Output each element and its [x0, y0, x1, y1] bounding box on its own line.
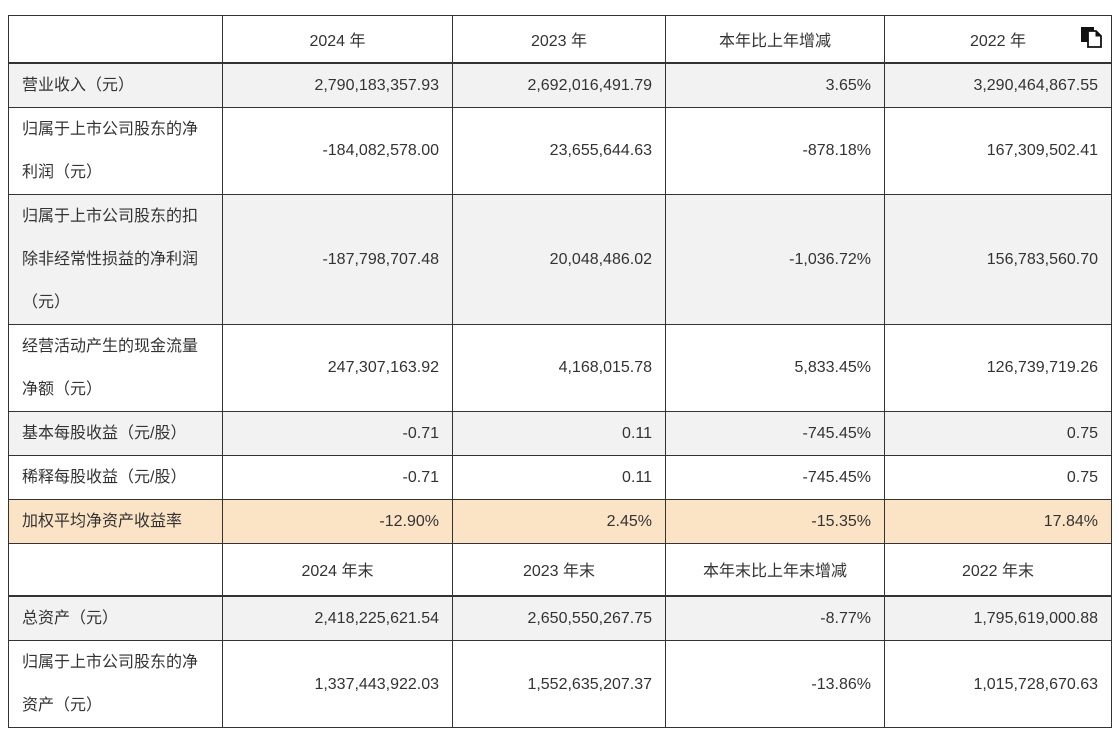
- value-change: -15.35%: [665, 498, 885, 544]
- row-label: 加权平均净资产收益率: [8, 498, 223, 544]
- value-2022: 0.75: [884, 454, 1112, 500]
- value-change: -878.18%: [665, 106, 885, 195]
- value-2022: 3,290,464,867.55: [884, 62, 1112, 108]
- value-2023: 23,655,644.63: [452, 106, 666, 195]
- header-blank-cell: [8, 15, 223, 64]
- value-change: -8.77%: [665, 595, 885, 641]
- value-2024: -184,082,578.00: [222, 106, 453, 195]
- row-label: 归属于上市公司股东的扣除非经常性损益的净利润（元）: [8, 193, 223, 325]
- row-operating-revenue: 营业收入（元） 2,790,183,357.93 2,692,016,491.7…: [8, 62, 1112, 108]
- row-label: 归属于上市公司股东的净资产（元）: [8, 640, 223, 728]
- header-2024: 2024 年: [222, 15, 453, 64]
- header-2022: 2022 年: [884, 15, 1112, 64]
- value-2022: 167,309,502.41: [884, 106, 1112, 195]
- header-2024-eoy: 2024 年末: [222, 542, 453, 597]
- row-label: 营业收入（元）: [8, 62, 223, 108]
- row-label: 经营活动产生的现金流量净额（元）: [8, 323, 223, 412]
- row-diluted-eps: 稀释每股收益（元/股） -0.71 0.11 -745.45% 0.75: [8, 454, 1112, 500]
- value-2023: 4,168,015.78: [452, 323, 666, 412]
- value-2022: 156,783,560.70: [884, 193, 1112, 325]
- row-basic-eps: 基本每股收益（元/股） -0.71 0.11 -745.45% 0.75: [8, 410, 1112, 456]
- row-net-assets: 归属于上市公司股东的净资产（元） 1,337,443,922.03 1,552,…: [8, 640, 1112, 728]
- value-change: -1,036.72%: [665, 193, 885, 325]
- value-2024: 1,337,443,922.03: [222, 640, 453, 728]
- value-2023: 2,650,550,267.75: [452, 595, 666, 641]
- copy-icon[interactable]: [1079, 25, 1103, 49]
- value-2024: -12.90%: [222, 498, 453, 544]
- value-2023: 1,552,635,207.37: [452, 640, 666, 728]
- annual-header-row: 2024 年 2023 年 本年比上年增减 2022 年: [8, 15, 1112, 64]
- header-blank-cell: [8, 542, 223, 597]
- value-2022: 0.75: [884, 410, 1112, 456]
- row-total-assets: 总资产（元） 2,418,225,621.54 2,650,550,267.75…: [8, 595, 1112, 641]
- row-label: 归属于上市公司股东的净利润（元）: [8, 106, 223, 195]
- value-change: 5,833.45%: [665, 323, 885, 412]
- header-2023-eoy: 2023 年末: [452, 542, 666, 597]
- value-2023: 20,048,486.02: [452, 193, 666, 325]
- eoy-header-row: 2024 年末 2023 年末 本年末比上年末增减 2022 年末: [8, 542, 1112, 597]
- header-2023: 2023 年: [452, 15, 666, 64]
- value-2022: 1,795,619,000.88: [884, 595, 1112, 641]
- row-label: 总资产（元）: [8, 595, 223, 641]
- value-2024: 2,790,183,357.93: [222, 62, 453, 108]
- value-2023: 0.11: [452, 454, 666, 500]
- value-2022: 1,015,728,670.63: [884, 640, 1112, 728]
- value-2022: 17.84%: [884, 498, 1112, 544]
- value-2023: 2.45%: [452, 498, 666, 544]
- header-2022-eoy: 2022 年末: [884, 542, 1112, 597]
- value-2024: -0.71: [222, 410, 453, 456]
- copy-icon-glyph: [1081, 27, 1102, 48]
- key-financials-table: 2024 年 2023 年 本年比上年增减 2022 年 营业收入（元） 2,7…: [8, 15, 1112, 728]
- value-2023: 0.11: [452, 410, 666, 456]
- value-2024: 247,307,163.92: [222, 323, 453, 412]
- row-label: 基本每股收益（元/股）: [8, 410, 223, 456]
- key-financials-table-wrap: 2024 年 2023 年 本年比上年增减 2022 年 营业收入（元） 2,7…: [8, 15, 1112, 728]
- row-net-profit-excl-nonrecurring: 归属于上市公司股东的扣除非经常性损益的净利润（元） -187,798,707.4…: [8, 193, 1112, 325]
- value-change: -13.86%: [665, 640, 885, 728]
- header-eoy-change: 本年末比上年末增减: [665, 542, 885, 597]
- row-net-profit: 归属于上市公司股东的净利润（元） -184,082,578.00 23,655,…: [8, 106, 1112, 195]
- value-2024: -0.71: [222, 454, 453, 500]
- value-change: -745.45%: [665, 454, 885, 500]
- header-yoy-change: 本年比上年增减: [665, 15, 885, 64]
- row-weighted-avg-roe: 加权平均净资产收益率 -12.90% 2.45% -15.35% 17.84%: [8, 498, 1112, 544]
- value-2024: -187,798,707.48: [222, 193, 453, 325]
- value-2022: 126,739,719.26: [884, 323, 1112, 412]
- value-change: 3.65%: [665, 62, 885, 108]
- value-2024: 2,418,225,621.54: [222, 595, 453, 641]
- row-operating-cash-flow: 经营活动产生的现金流量净额（元） 247,307,163.92 4,168,01…: [8, 323, 1112, 412]
- value-2023: 2,692,016,491.79: [452, 62, 666, 108]
- row-label: 稀释每股收益（元/股）: [8, 454, 223, 500]
- value-change: -745.45%: [665, 410, 885, 456]
